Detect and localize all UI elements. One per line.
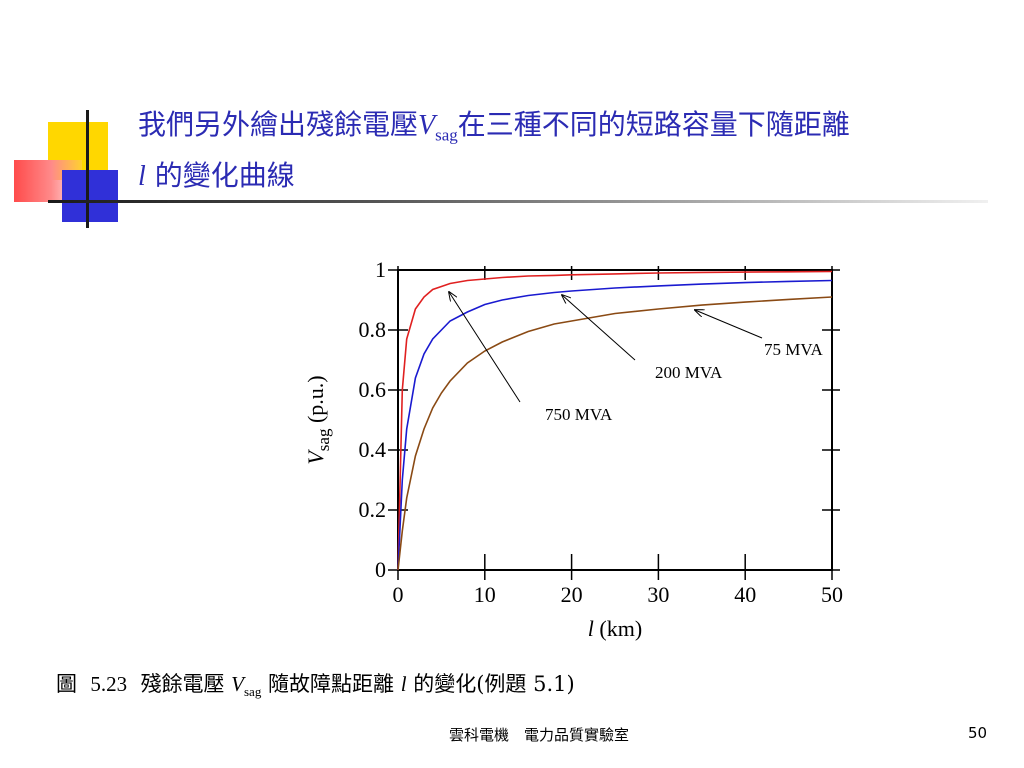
decor-vertical-line bbox=[86, 110, 89, 228]
title-text-3: 的變化曲線 bbox=[154, 158, 295, 192]
title-var: V bbox=[418, 110, 436, 141]
series-line-75-mva bbox=[397, 296, 833, 571]
y-tick-label: 0.6 bbox=[359, 377, 387, 402]
caption-number: 5.23 bbox=[90, 672, 128, 696]
annotation-label: 200 MVA bbox=[655, 363, 723, 382]
y-axis-label: Vsag (p.u.) bbox=[303, 375, 333, 464]
caption-var2: l bbox=[400, 672, 407, 696]
y-tick-label: 0.4 bbox=[359, 437, 387, 462]
title-text-1: 我們另外繪出殘餘電壓 bbox=[138, 108, 419, 141]
y-tick-label: 0.8 bbox=[359, 317, 387, 342]
plot-frame bbox=[397, 269, 833, 571]
y-tick-label: 0.2 bbox=[359, 497, 387, 522]
caption-var: V bbox=[231, 672, 244, 696]
caption-text-2: 隨故障點距離 bbox=[268, 672, 395, 696]
annotation-label: 75 MVA bbox=[764, 340, 823, 359]
annotation-arrow bbox=[449, 292, 521, 403]
x-tick-label: 20 bbox=[561, 582, 583, 607]
y-tick-label: 1 bbox=[375, 257, 386, 282]
x-tick-label: 30 bbox=[647, 582, 669, 607]
page-number: 50 bbox=[968, 724, 988, 742]
caption-prefix: 圖 bbox=[56, 672, 77, 696]
footer-lab-name: 雲科電機 電力品質實驗室 bbox=[449, 726, 630, 744]
x-axis-label: l (km) bbox=[588, 616, 642, 641]
decor-blue-square bbox=[62, 170, 118, 222]
caption-text-3: 的變化(例題 5.1) bbox=[413, 672, 575, 696]
x-tick-label: 40 bbox=[734, 582, 756, 607]
title-var2: l bbox=[138, 160, 146, 192]
slide-title: 我們另外繪出殘餘電壓Vsag在三種不同的短路容量下隨距離 l 的變化曲線 bbox=[138, 105, 998, 197]
title-var-sub: sag bbox=[435, 125, 458, 145]
series-line-200-mva bbox=[397, 279, 833, 571]
title-underline bbox=[48, 200, 988, 203]
title-text-2: 在三種不同的短路容量下隨距離 bbox=[457, 108, 850, 141]
x-tick-label: 50 bbox=[821, 582, 843, 607]
x-tick-label: 0 bbox=[393, 582, 404, 607]
x-tick-label: 10 bbox=[474, 582, 496, 607]
caption-text-1: 殘餘電壓 bbox=[140, 672, 225, 696]
annotation-label: 750 MVA bbox=[545, 405, 613, 424]
y-tick-label: 0 bbox=[375, 557, 386, 582]
series-line-750-mva bbox=[397, 270, 833, 571]
figure-caption: 圖 5.23 殘餘電壓 Vsag 隨故障點距離 l 的變化(例題 5.1) bbox=[56, 668, 575, 700]
annotation-arrow bbox=[695, 310, 763, 339]
caption-var-sub: sag bbox=[243, 684, 262, 700]
annotation-arrow bbox=[562, 295, 636, 361]
